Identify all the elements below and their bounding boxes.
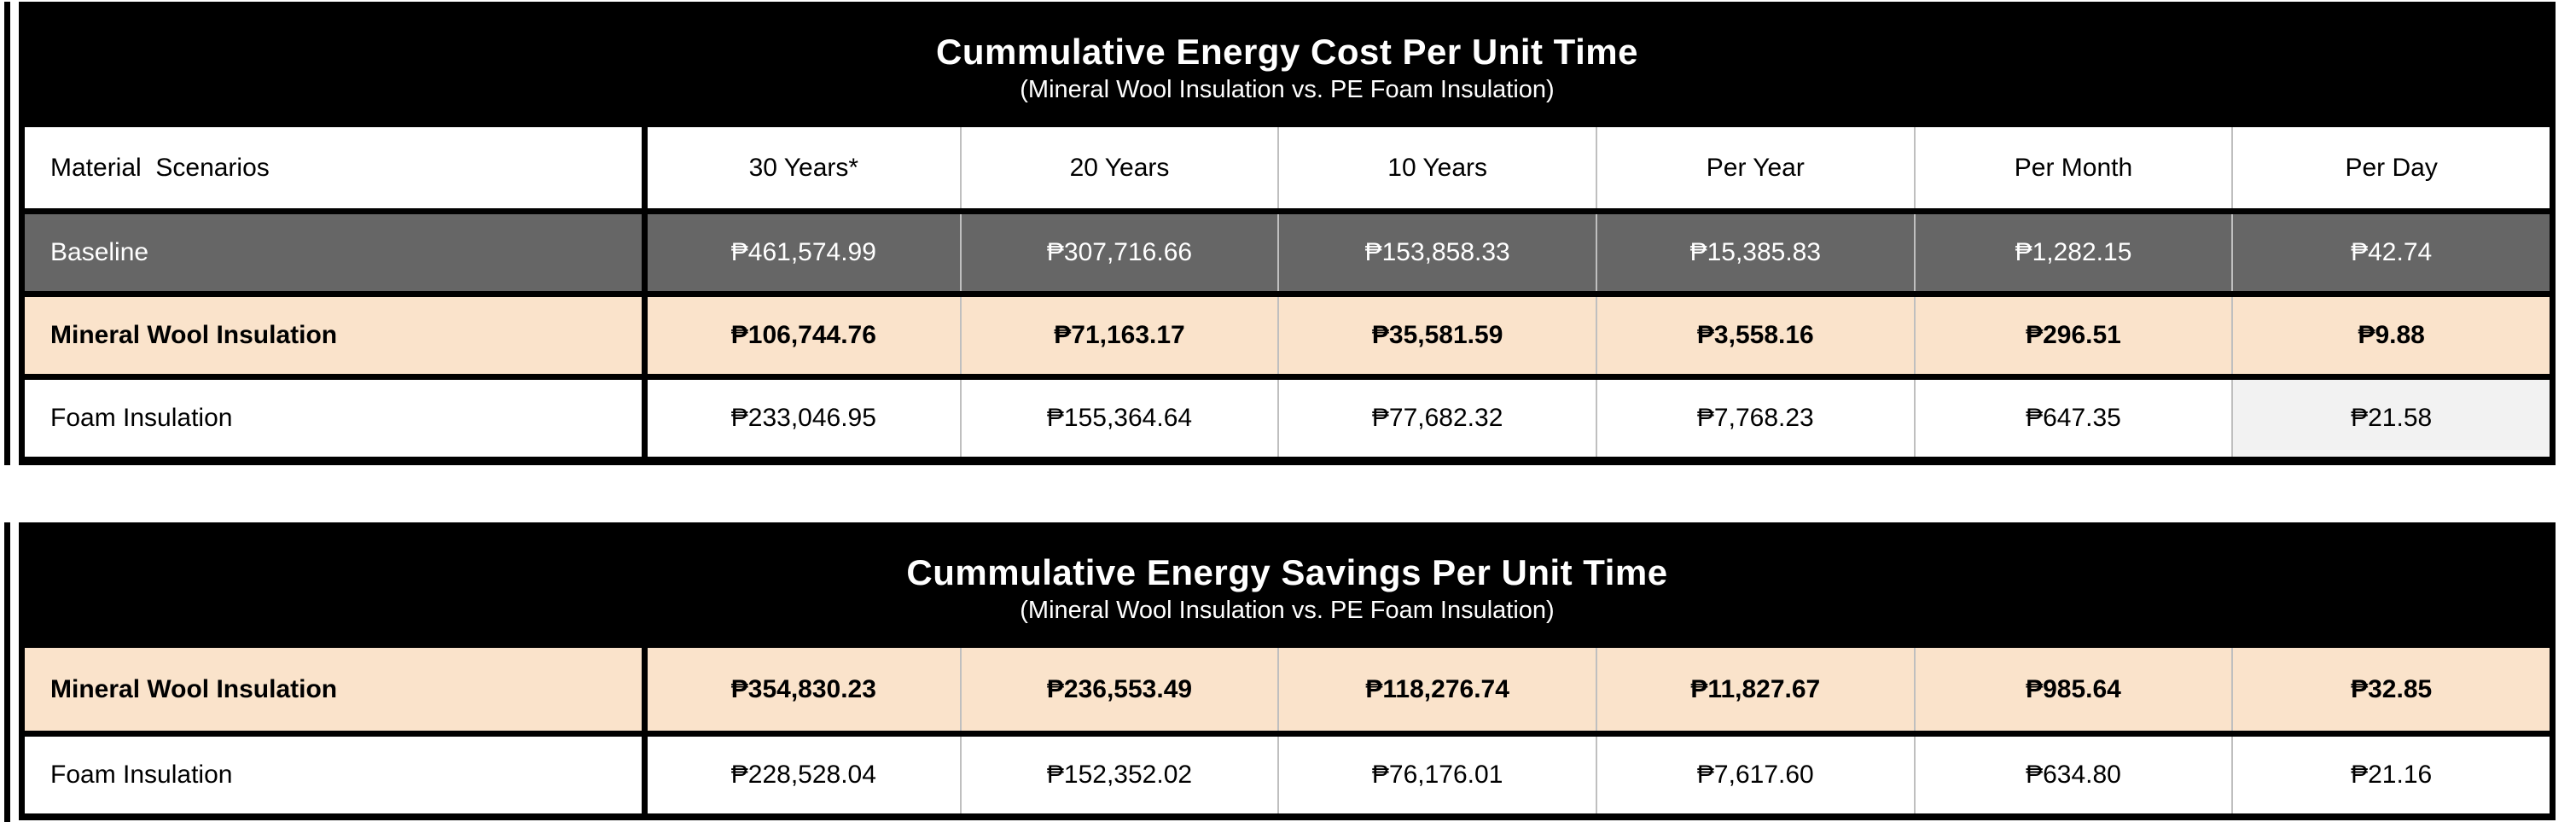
cell-value: ₱634.80: [1913, 737, 2232, 813]
cell-value: ₱21.16: [2231, 737, 2550, 813]
energy-savings-table: Cummulative Energy Savings Per Unit Time…: [19, 522, 2556, 820]
cell-value: ₱1,282.15: [1913, 214, 2232, 291]
header-material-scenarios: Material Scenarios: [50, 153, 270, 182]
cell-value: ₱9.88: [2231, 297, 2550, 374]
cell-value: ₱461,574.99: [642, 214, 960, 291]
energy-cost-title-band: Cummulative Energy Cost Per Unit Time (M…: [25, 8, 2550, 127]
cell-value: ₱118,276.74: [1277, 648, 1596, 731]
row-foam-insulation: Foam Insulation ₱233,046.95 ₱155,364.64 …: [25, 374, 2550, 457]
energy-cost-title: Cummulative Energy Cost Per Unit Time: [936, 32, 1638, 72]
cell-value: ₱3,558.16: [1595, 297, 1914, 374]
header-per-month: Per Month: [1913, 127, 2232, 208]
row-mineral-wool-label: Mineral Wool Insulation: [50, 321, 338, 349]
cell-value: ₱152,352.02: [959, 737, 1278, 813]
energy-cost-subtitle: (Mineral Wool Insulation vs. PE Foam Ins…: [1020, 76, 1555, 103]
energy-cost-header-row: Material Scenarios 30 Years* 20 Years 10…: [25, 127, 2550, 208]
cell-value: ₱296.51: [1913, 297, 2232, 374]
header-20-years: 20 Years: [959, 127, 1278, 208]
cell-value: ₱985.64: [1913, 648, 2232, 731]
cell-value: ₱106,744.76: [642, 297, 960, 374]
header-per-day: Per Day: [2231, 127, 2550, 208]
cell-value: ₱228,528.04: [642, 737, 960, 813]
cell-value: ₱155,364.64: [959, 380, 1278, 457]
cell-value: ₱233,046.95: [642, 380, 960, 457]
cell-value: ₱647.35: [1913, 380, 2232, 457]
header-30-years: 30 Years*: [642, 127, 960, 208]
cell-value: ₱42.74: [2231, 214, 2550, 291]
cell-value: ₱77,682.32: [1277, 380, 1596, 457]
cell-value: ₱354,830.23: [642, 648, 960, 731]
cell-value: ₱32.85: [2231, 648, 2550, 731]
row-foam-insulation: Foam Insulation ₱228,528.04 ₱152,352.02 …: [25, 731, 2550, 813]
row-mineral-wool-label: Mineral Wool Insulation: [50, 674, 338, 703]
row-mineral-wool-insulation: Mineral Wool Insulation ₱354,830.23 ₱236…: [25, 648, 2550, 731]
energy-cost-table: Cummulative Energy Cost Per Unit Time (M…: [19, 2, 2556, 465]
row-foam-label: Foam Insulation: [50, 761, 233, 789]
cell-value: ₱7,617.60: [1595, 737, 1914, 813]
cell-value: ₱15,385.83: [1595, 214, 1914, 291]
header-10-years: 10 Years: [1277, 127, 1596, 208]
cell-value: ₱7,768.23: [1595, 380, 1914, 457]
cell-value-highlighted: ₱21.58: [2231, 380, 2550, 457]
cell-value: ₱236,553.49: [959, 648, 1278, 731]
row-foam-label: Foam Insulation: [50, 404, 233, 432]
cell-value: ₱307,716.66: [959, 214, 1278, 291]
left-border-rule-bottom: [4, 522, 10, 822]
header-per-year: Per Year: [1595, 127, 1914, 208]
cell-value: ₱153,858.33: [1277, 214, 1596, 291]
row-mineral-wool-insulation: Mineral Wool Insulation ₱106,744.76 ₱71,…: [25, 291, 2550, 374]
energy-savings-title: Cummulative Energy Savings Per Unit Time: [906, 552, 1668, 592]
row-baseline: Baseline ₱461,574.99 ₱307,716.66 ₱153,85…: [25, 208, 2550, 291]
cell-value: ₱11,827.67: [1595, 648, 1914, 731]
row-baseline-label: Baseline: [50, 238, 149, 266]
energy-savings-title-band: Cummulative Energy Savings Per Unit Time…: [25, 528, 2550, 648]
cell-value: ₱71,163.17: [959, 297, 1278, 374]
cell-value: ₱76,176.01: [1277, 737, 1596, 813]
energy-savings-subtitle: (Mineral Wool Insulation vs. PE Foam Ins…: [1020, 597, 1555, 624]
cell-value: ₱35,581.59: [1277, 297, 1596, 374]
left-border-rule-top: [4, 2, 10, 465]
